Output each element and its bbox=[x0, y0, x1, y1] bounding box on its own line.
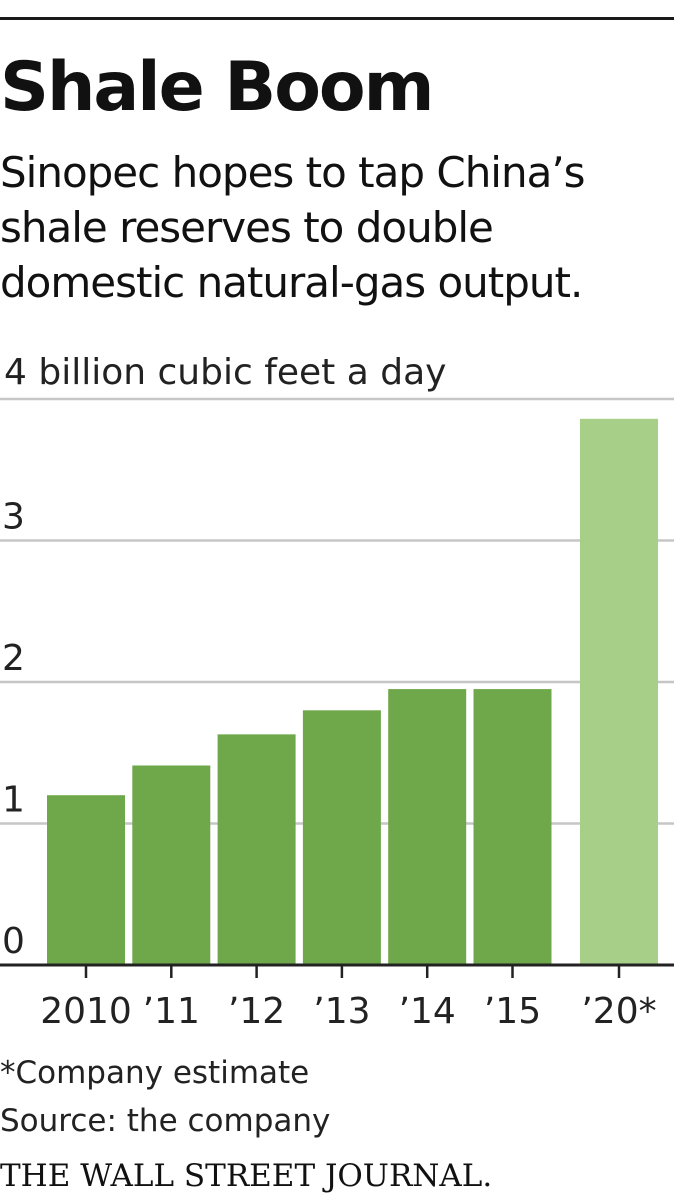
bar-1 bbox=[132, 765, 211, 965]
chart-subtitle: Sinopec hopes to tap China’s shale reser… bbox=[0, 148, 586, 307]
bar-2 bbox=[217, 734, 296, 965]
x-tick-label: ’14 bbox=[399, 991, 456, 1032]
bar-0 bbox=[47, 795, 125, 965]
y-tick-label: 0 bbox=[2, 921, 25, 962]
axis-labels: 4 billion cubic feet a day 0 1 2 3 2010 ’11 ’12… bbox=[2, 352, 657, 1032]
x-tick-label: ’11 bbox=[143, 991, 200, 1032]
x-tick-label: ’15 bbox=[484, 991, 541, 1032]
x-axis bbox=[0, 963, 674, 978]
chart-title: Shale Boom bbox=[0, 48, 434, 127]
bar-chart: 4 billion cubic feet a day 0 1 2 3 2010 ’11 ’12… bbox=[0, 352, 674, 1032]
bar-4 bbox=[388, 689, 467, 965]
y-tick-label: 3 bbox=[2, 497, 25, 538]
y-axis-unit-label: 4 billion cubic feet a day bbox=[4, 352, 446, 393]
x-tick-label: ’13 bbox=[313, 991, 370, 1032]
top-rule bbox=[0, 17, 674, 20]
y-tick-label: 1 bbox=[2, 780, 25, 821]
publisher-logo: THE WALL STREET JOURNAL. bbox=[0, 1158, 493, 1194]
source-note: Source: the company bbox=[0, 1103, 331, 1139]
x-tick-label: 2010 bbox=[40, 991, 132, 1032]
x-tick-label: ’20* bbox=[581, 991, 656, 1032]
x-tick-label: ’12 bbox=[228, 991, 285, 1032]
footnote: *Company estimate bbox=[0, 1055, 310, 1091]
bar-5 bbox=[473, 689, 552, 965]
y-tick-label: 2 bbox=[2, 638, 25, 679]
bar-6 bbox=[580, 418, 658, 965]
bar-3 bbox=[302, 710, 381, 965]
bars bbox=[47, 418, 658, 965]
